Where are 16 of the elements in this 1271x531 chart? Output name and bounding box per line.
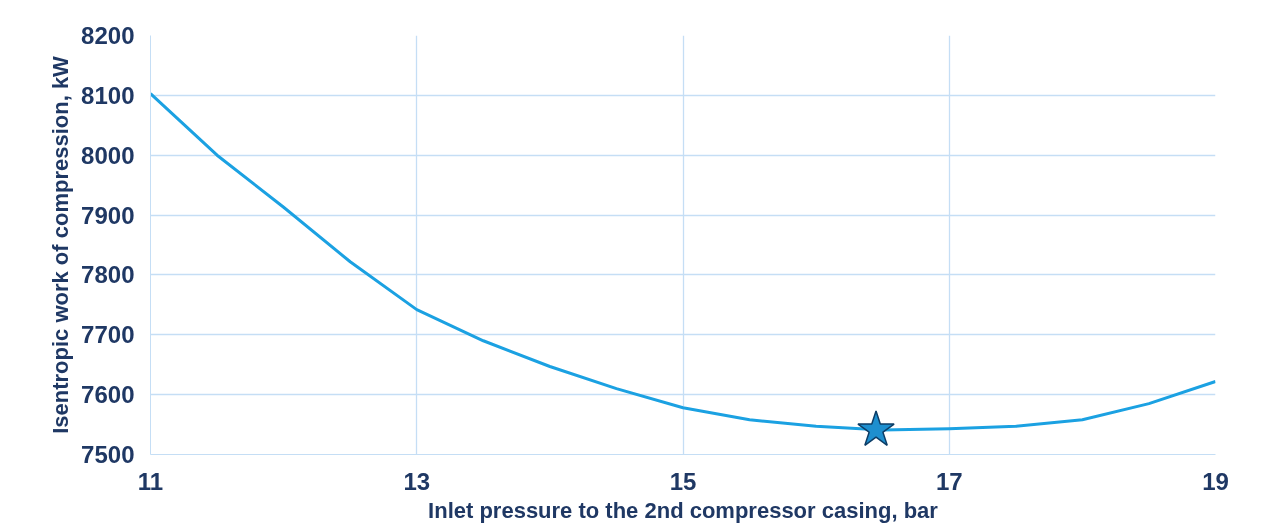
y-tick-label: 7700 (81, 321, 135, 349)
x-axis-title: Inlet pressure to the 2nd compressor casing, bar (428, 497, 939, 523)
y-tick-label: 7900 (81, 201, 135, 229)
y-tick-label: 7600 (81, 381, 135, 409)
y-tick-label: 8200 (81, 22, 135, 49)
x-tick-label: 11 (137, 467, 164, 495)
x-tick-label: 19 (1202, 467, 1229, 495)
y-tick-label: 7500 (81, 441, 135, 468)
x-tick-label: 17 (935, 467, 963, 495)
line-series (150, 92, 1216, 432)
x-tick-label: 13 (403, 467, 431, 495)
y-axis-title: Isentropic work of compression, kW (48, 55, 74, 434)
y-tick-label: 8100 (81, 81, 135, 109)
y-tick-label: 7800 (81, 261, 135, 289)
x-tick-label: 15 (669, 467, 697, 495)
y-tick-label: 8000 (81, 141, 135, 169)
